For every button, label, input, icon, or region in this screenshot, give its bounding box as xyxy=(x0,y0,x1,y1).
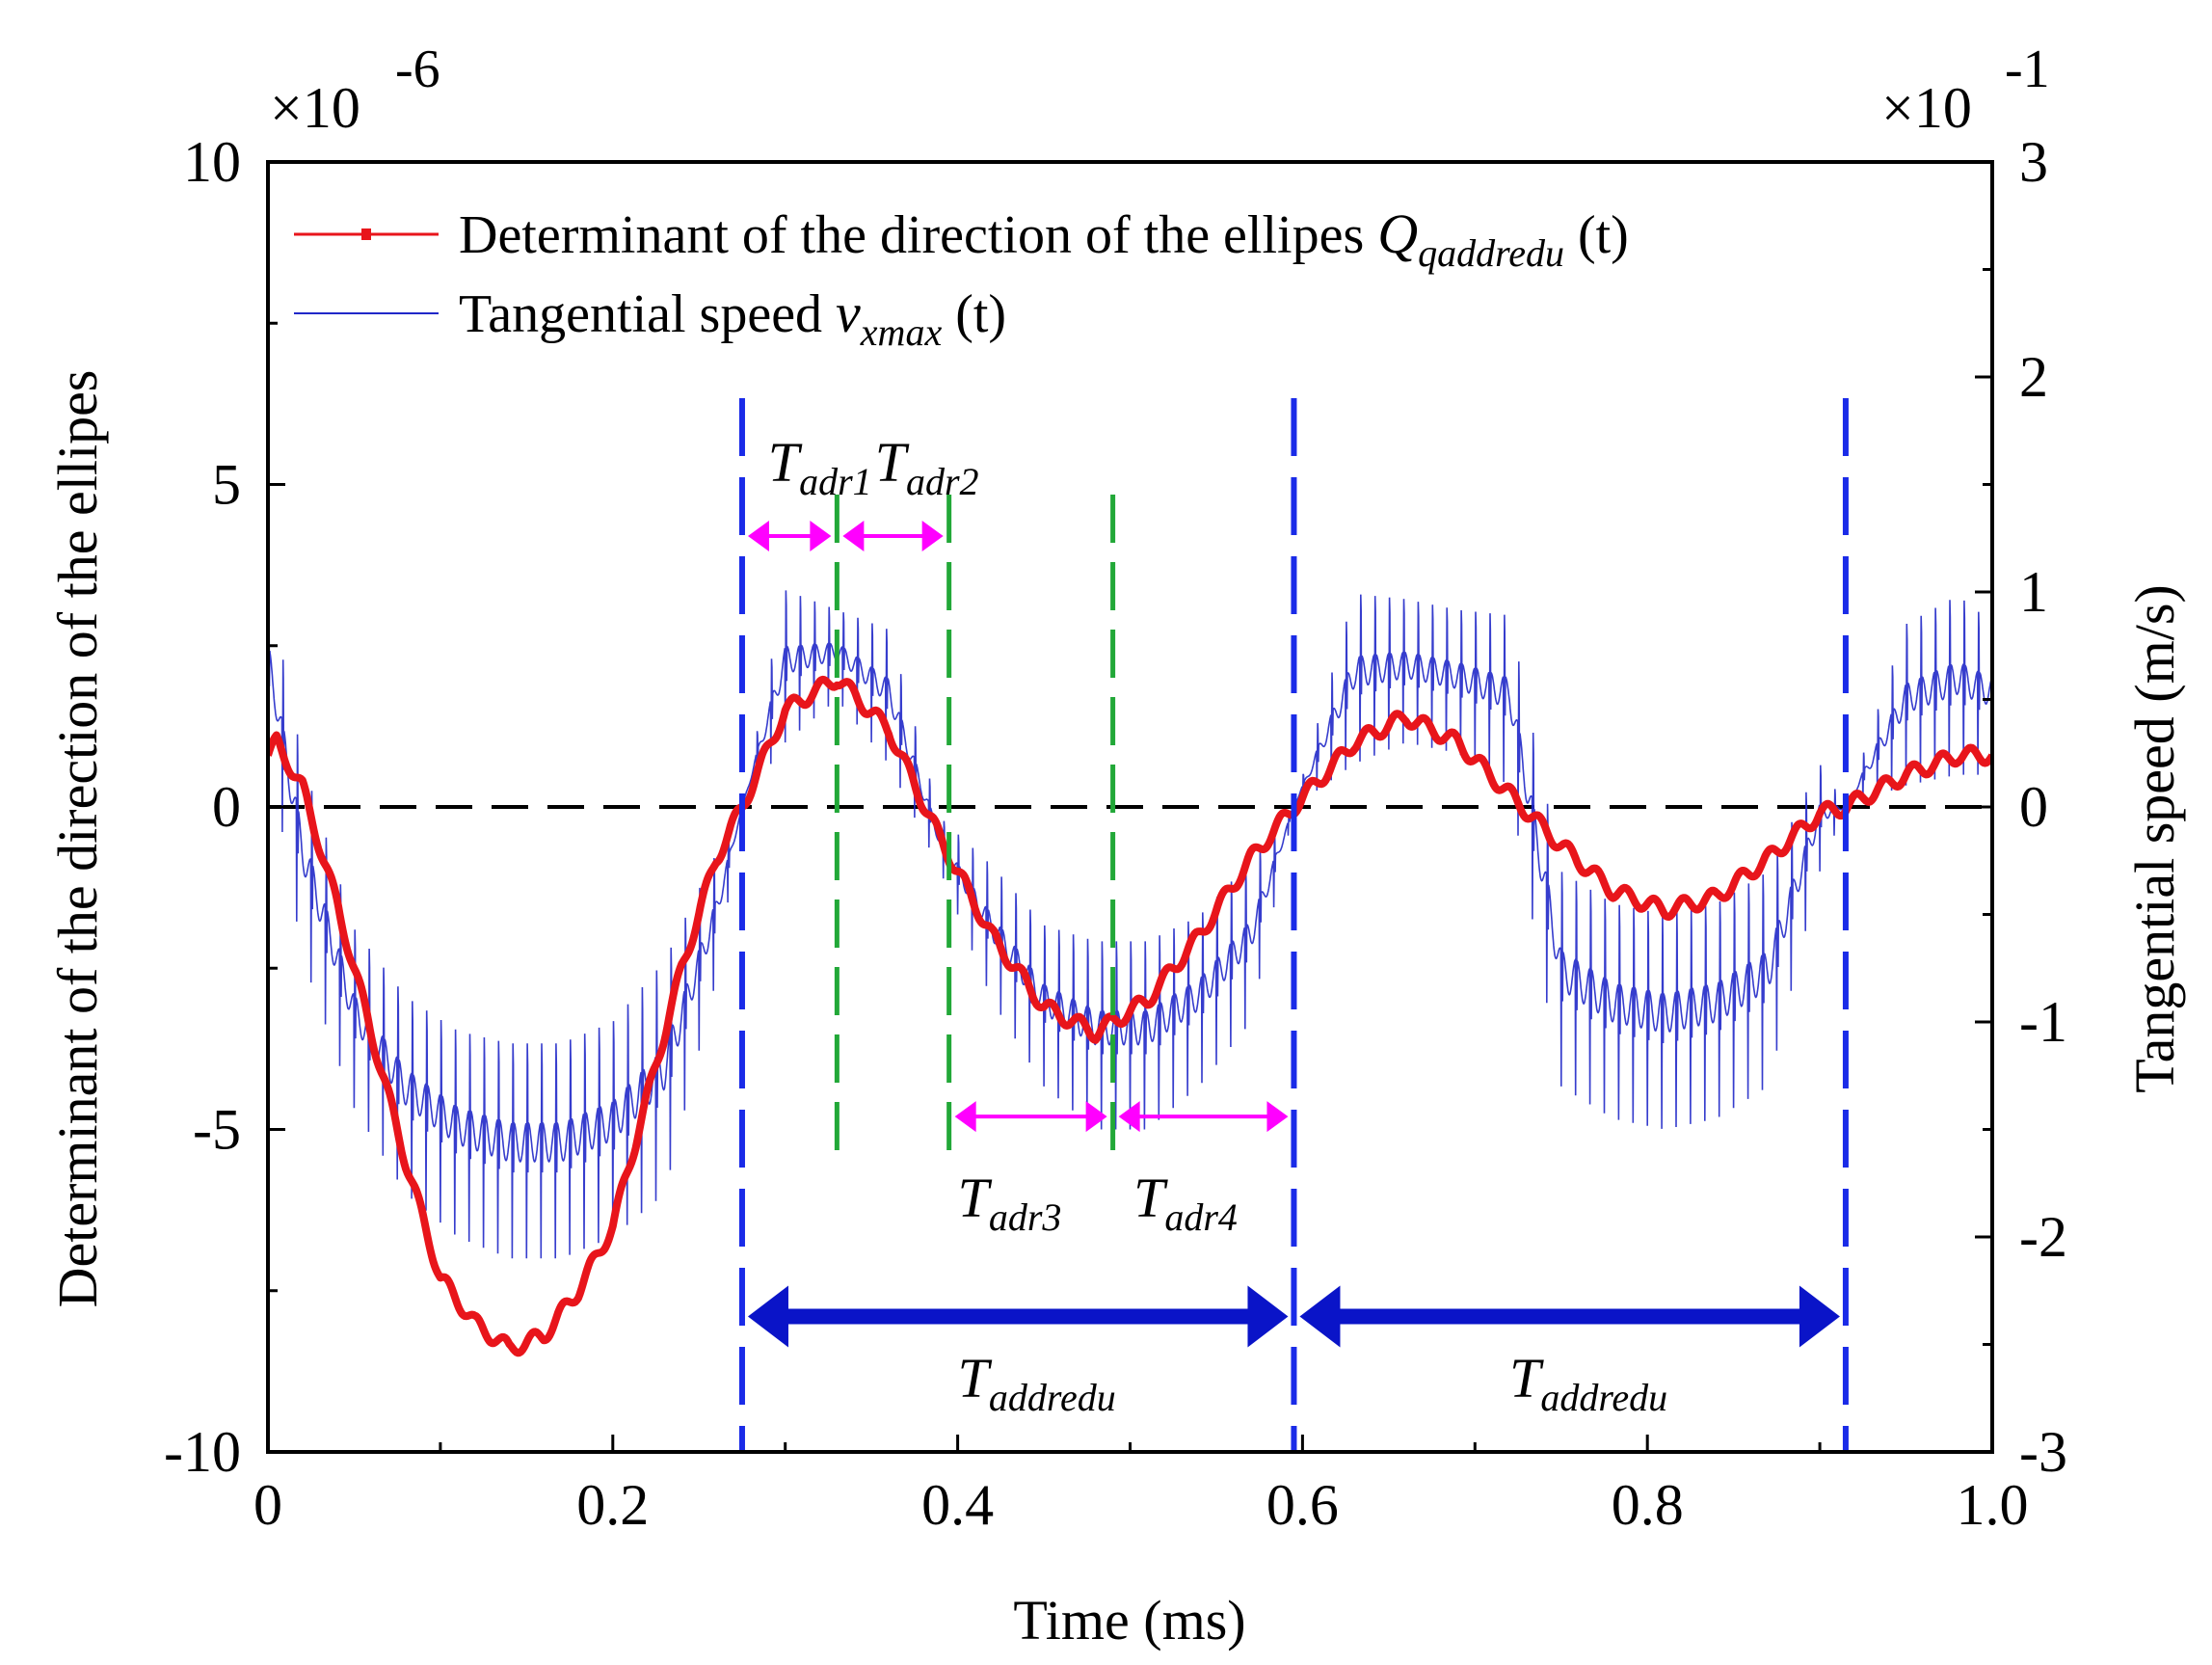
x-tick-label: 1.0 xyxy=(1957,1473,2029,1537)
y2-tick-label: 0 xyxy=(2019,775,2048,839)
interval-arrow-head-left xyxy=(954,1101,976,1133)
y2-multiplier: ×10 xyxy=(1881,76,1972,140)
y2-multiplier-exp: -1 xyxy=(2005,40,2050,99)
y-tick-label: 5 xyxy=(212,453,241,517)
interval-arrow-head-right xyxy=(1085,1101,1107,1133)
x-tick-label: 0.2 xyxy=(576,1473,649,1537)
y2-tick-label: -1 xyxy=(2019,990,2067,1054)
legend-label-determinant: Determinant of the direction of the elli… xyxy=(459,202,1629,275)
interval-label: Tadr3 xyxy=(958,1167,1062,1239)
y2-tick-label: 1 xyxy=(2019,560,2048,624)
interval-arrow-head-left xyxy=(747,1285,788,1348)
y-tick-label: -10 xyxy=(164,1420,241,1484)
interval-label: Tadr1 xyxy=(768,431,872,503)
y-axis-title: Determinant of the direction of the elli… xyxy=(46,370,109,1308)
series-determinant xyxy=(268,675,1992,1357)
interval-label: Tadr2 xyxy=(875,431,979,503)
x-axis-title: Time (ms) xyxy=(1013,1589,1245,1652)
y2-tick-label: 3 xyxy=(2019,130,2048,194)
x-tick-label: 0 xyxy=(253,1473,282,1537)
y2-tick-label: -2 xyxy=(2019,1205,2067,1269)
interval-arrow-head-right xyxy=(921,521,944,552)
interval-arrow-head-left xyxy=(842,521,865,552)
interval-arrow-head-right xyxy=(1247,1285,1289,1348)
interval-label: Taddredu xyxy=(958,1347,1116,1419)
interval-arrow-head-left xyxy=(1118,1101,1140,1133)
interval-arrow-head-right xyxy=(1799,1285,1840,1348)
legend: Determinant of the direction of the elli… xyxy=(294,202,1629,354)
y-tick-label: -5 xyxy=(193,1098,241,1162)
interval-label: Tadr4 xyxy=(1133,1167,1238,1239)
interval-arrow-head-right xyxy=(810,521,832,552)
interval-arrow-head-left xyxy=(1299,1285,1341,1348)
interval-arrow-head-left xyxy=(747,521,769,552)
legend-marker-determinant xyxy=(361,228,371,240)
y-multiplier: ×10 xyxy=(270,76,360,140)
interval-label: Taddredu xyxy=(1509,1347,1667,1419)
y-multiplier-exp: -6 xyxy=(395,40,440,99)
y-tick-label: 10 xyxy=(183,130,241,194)
y2-tick-label: -3 xyxy=(2019,1420,2067,1484)
y2-tick-label: 2 xyxy=(2019,345,2048,409)
interval-arrow-head-right xyxy=(1266,1101,1289,1133)
series-tangential-speed xyxy=(268,584,1992,1259)
legend-label-speed: Tangential speed vxmax (t) xyxy=(459,282,1006,354)
y2-axis-title: Tangential speed (m/s) xyxy=(2123,584,2186,1092)
x-tick-label: 0.4 xyxy=(921,1473,994,1537)
y-tick-label: 0 xyxy=(212,775,241,839)
x-tick-label: 0.6 xyxy=(1266,1473,1339,1537)
x-tick-label: 0.8 xyxy=(1612,1473,1684,1537)
